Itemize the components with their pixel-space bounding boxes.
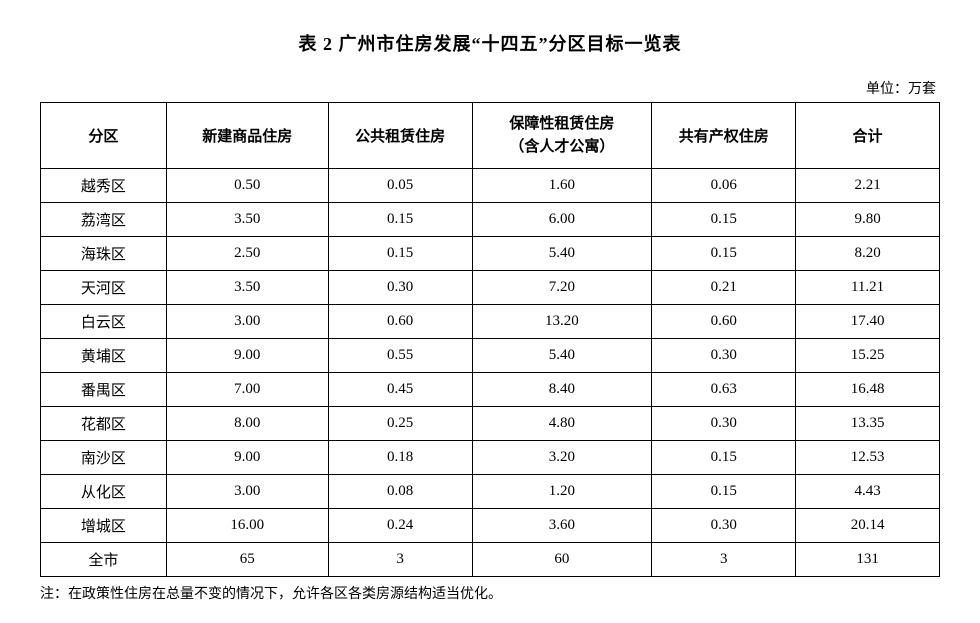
unit-label: 单位：万套 [40,78,940,98]
value-cell: 6.00 [472,203,652,237]
col-district: 分区 [41,103,167,169]
footnote: 注：在政策性住房在总量不变的情况下，允许各区各类房源结构适当优化。 [40,583,940,603]
value-cell: 3.00 [166,475,328,509]
value-cell: 13.20 [472,305,652,339]
value-cell: 0.05 [328,169,472,203]
table-row: 花都区8.000.254.800.3013.35 [41,407,940,441]
table-row: 天河区3.500.307.200.2111.21 [41,271,940,305]
value-cell: 15.25 [796,339,940,373]
value-cell: 9.80 [796,203,940,237]
value-cell: 0.30 [652,339,796,373]
value-cell: 0.08 [328,475,472,509]
value-cell: 0.15 [652,475,796,509]
district-name-cell: 全市 [41,543,167,577]
value-cell: 0.55 [328,339,472,373]
value-cell: 3.20 [472,441,652,475]
value-cell: 9.00 [166,441,328,475]
col-commercial-housing: 新建商品住房 [166,103,328,169]
value-cell: 0.15 [652,203,796,237]
district-name-cell: 南沙区 [41,441,167,475]
col-total: 合计 [796,103,940,169]
value-cell: 12.53 [796,441,940,475]
district-name-cell: 黄埔区 [41,339,167,373]
value-cell: 5.40 [472,339,652,373]
value-cell: 3 [328,543,472,577]
value-cell: 4.80 [472,407,652,441]
value-cell: 0.15 [328,237,472,271]
value-cell: 0.24 [328,509,472,543]
value-cell: 1.60 [472,169,652,203]
value-cell: 0.30 [652,509,796,543]
value-cell: 0.50 [166,169,328,203]
value-cell: 13.35 [796,407,940,441]
value-cell: 16.00 [166,509,328,543]
district-name-cell: 荔湾区 [41,203,167,237]
value-cell: 11.21 [796,271,940,305]
col-affordable-rental: 保障性租赁住房（含人才公寓） [472,103,652,169]
col-shared-ownership: 共有产权住房 [652,103,796,169]
value-cell: 2.21 [796,169,940,203]
value-cell: 7.00 [166,373,328,407]
table-row: 番禺区7.000.458.400.6316.48 [41,373,940,407]
district-name-cell: 越秀区 [41,169,167,203]
value-cell: 0.18 [328,441,472,475]
value-cell: 0.45 [328,373,472,407]
table-row: 全市653603131 [41,543,940,577]
value-cell: 3.50 [166,271,328,305]
value-cell: 65 [166,543,328,577]
value-cell: 131 [796,543,940,577]
district-name-cell: 天河区 [41,271,167,305]
value-cell: 0.60 [652,305,796,339]
col-public-rental: 公共租赁住房 [328,103,472,169]
value-cell: 3.60 [472,509,652,543]
table-row: 越秀区0.500.051.600.062.21 [41,169,940,203]
value-cell: 0.15 [328,203,472,237]
table-title: 表 2 广州市住房发展“十四五”分区目标一览表 [40,30,940,56]
value-cell: 3.00 [166,305,328,339]
district-name-cell: 番禺区 [41,373,167,407]
value-cell: 5.40 [472,237,652,271]
district-name-cell: 海珠区 [41,237,167,271]
value-cell: 1.20 [472,475,652,509]
value-cell: 9.00 [166,339,328,373]
value-cell: 0.30 [652,407,796,441]
value-cell: 0.06 [652,169,796,203]
value-cell: 20.14 [796,509,940,543]
value-cell: 0.30 [328,271,472,305]
value-cell: 3 [652,543,796,577]
housing-targets-table: 分区 新建商品住房 公共租赁住房 保障性租赁住房（含人才公寓） 共有产权住房 合… [40,102,940,577]
value-cell: 8.00 [166,407,328,441]
table-row: 南沙区9.000.183.200.1512.53 [41,441,940,475]
value-cell: 0.15 [652,441,796,475]
value-cell: 4.43 [796,475,940,509]
table-row: 海珠区2.500.155.400.158.20 [41,237,940,271]
value-cell: 3.50 [166,203,328,237]
table-row: 白云区3.000.6013.200.6017.40 [41,305,940,339]
value-cell: 0.15 [652,237,796,271]
table-row: 黄埔区9.000.555.400.3015.25 [41,339,940,373]
value-cell: 2.50 [166,237,328,271]
value-cell: 0.60 [328,305,472,339]
district-name-cell: 花都区 [41,407,167,441]
table-row: 荔湾区3.500.156.000.159.80 [41,203,940,237]
district-name-cell: 增城区 [41,509,167,543]
value-cell: 0.63 [652,373,796,407]
district-name-cell: 从化区 [41,475,167,509]
district-name-cell: 白云区 [41,305,167,339]
value-cell: 0.21 [652,271,796,305]
table-row: 从化区3.000.081.200.154.43 [41,475,940,509]
table-header-row: 分区 新建商品住房 公共租赁住房 保障性租赁住房（含人才公寓） 共有产权住房 合… [41,103,940,169]
value-cell: 17.40 [796,305,940,339]
value-cell: 0.25 [328,407,472,441]
value-cell: 8.40 [472,373,652,407]
value-cell: 16.48 [796,373,940,407]
value-cell: 60 [472,543,652,577]
table-row: 增城区16.000.243.600.3020.14 [41,509,940,543]
value-cell: 7.20 [472,271,652,305]
value-cell: 8.20 [796,237,940,271]
